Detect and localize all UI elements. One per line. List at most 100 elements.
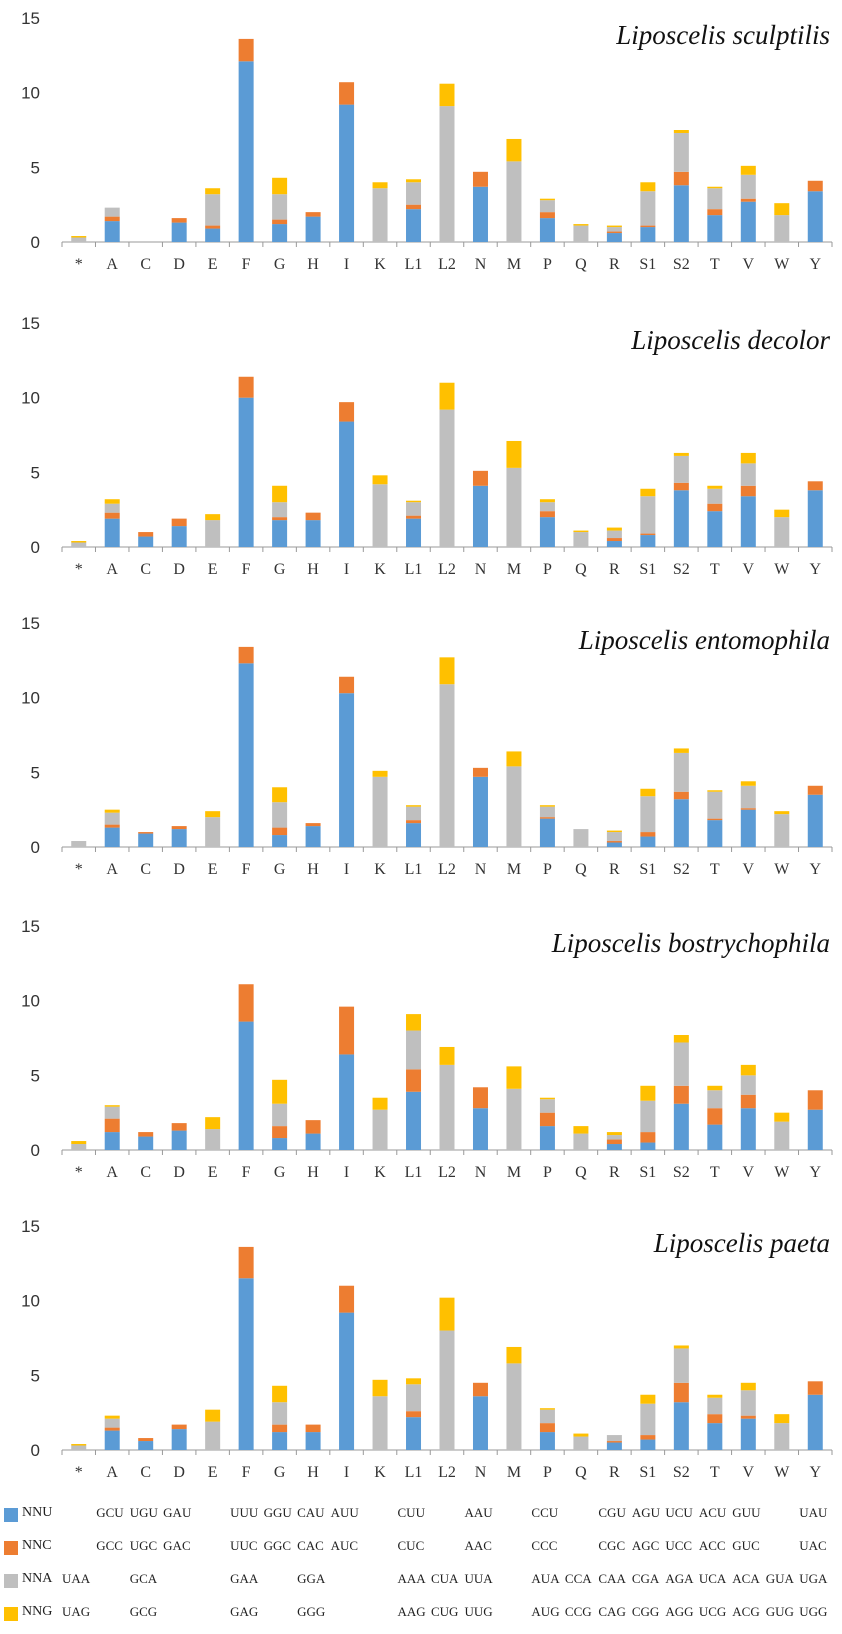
bar-nng xyxy=(573,1433,589,1437)
bar-nna xyxy=(774,215,790,242)
bar-nna xyxy=(205,194,221,226)
panel-title: Liposcelis paeta xyxy=(653,1228,830,1258)
bar-nnc xyxy=(104,824,120,828)
bar-nnc xyxy=(640,832,656,837)
bar-nnu xyxy=(707,1423,723,1450)
chart-panel-1: 0 5 10 15 * A C D E F G H I K L1 L2 N M P Q R S1 S2 T V W Y Liposce… xyxy=(21,9,833,273)
x-tick-label: G xyxy=(274,1164,286,1181)
panel-title: Liposcelis entomophila xyxy=(578,625,830,655)
legend-codon: UAC xyxy=(799,1538,827,1553)
bar-nng xyxy=(740,452,756,464)
bar-nnu xyxy=(740,809,756,847)
x-tick-label: G xyxy=(274,256,286,273)
bar-nnu xyxy=(539,218,555,242)
bar-nng xyxy=(104,499,120,504)
bar-nna xyxy=(406,806,422,821)
bar-nnc xyxy=(472,1087,488,1109)
bar-nnu xyxy=(807,1109,823,1150)
bar-nna xyxy=(740,1390,756,1416)
legend-codon: CGU xyxy=(598,1505,626,1520)
bar-nna xyxy=(740,463,756,486)
bar-nnu xyxy=(238,663,254,847)
bar-nng xyxy=(774,1112,790,1122)
bar-nna xyxy=(606,1435,622,1442)
legend-codon: AUC xyxy=(330,1538,359,1553)
x-tick-label: M xyxy=(507,256,521,273)
panel-title: Liposcelis bostrychophila xyxy=(551,928,830,958)
x-tick-label: I xyxy=(344,1464,349,1481)
bar-nna xyxy=(707,188,723,210)
bar-nnu xyxy=(138,536,154,547)
bar-nnc xyxy=(673,1085,689,1104)
bar-nng xyxy=(673,748,689,753)
bar-nnc xyxy=(606,231,622,234)
bar-nnu xyxy=(707,1124,723,1150)
bar-nnc xyxy=(673,171,689,186)
legend-codon: CAG xyxy=(598,1604,626,1619)
x-tick-label: S1 xyxy=(639,1164,656,1181)
bar-nna xyxy=(707,1090,723,1109)
bar-nnu xyxy=(640,1439,656,1450)
bar-nnu xyxy=(138,833,154,847)
bar-nng xyxy=(205,811,221,818)
legend-swatch-nng xyxy=(4,1607,18,1621)
x-tick-label: P xyxy=(543,861,552,878)
bar-nnu xyxy=(472,485,488,547)
bar-nna xyxy=(539,1099,555,1113)
bar-nnu xyxy=(272,1432,288,1450)
bar-nnc xyxy=(539,1423,555,1433)
bar-nna xyxy=(71,1144,87,1150)
y-tick-label: 0 xyxy=(31,1141,40,1160)
legend-codon: GAC xyxy=(163,1538,191,1553)
bar-nna xyxy=(439,1330,455,1450)
bar-nng xyxy=(406,500,422,503)
legend-row-nnc: NNC GCC UGC GAC UUC GGC CAC AUC CUC AAC CCC CGC AGC… xyxy=(0,1535,842,1559)
bar-nna xyxy=(606,227,622,232)
bar-nnc xyxy=(740,198,756,202)
bar-nnu xyxy=(339,1054,355,1150)
bar-nnu xyxy=(539,1126,555,1150)
x-tick-label: P xyxy=(543,256,552,273)
legend-codon: UCC xyxy=(665,1538,693,1553)
bar-nng xyxy=(640,788,656,797)
x-tick-label: V xyxy=(743,561,755,578)
x-tick-label: H xyxy=(307,1464,319,1481)
legend-codon: GAA xyxy=(230,1571,259,1586)
bar-nnu xyxy=(339,421,355,547)
bar-nnc xyxy=(640,533,656,536)
bar-nnu xyxy=(539,818,555,847)
bar-nng xyxy=(372,182,388,189)
x-tick-label: Q xyxy=(575,1164,587,1181)
legend-codon: AGU xyxy=(631,1505,661,1520)
bar-nnc xyxy=(406,204,422,210)
bar-nnc xyxy=(339,82,355,105)
x-tick-label: I xyxy=(344,861,349,878)
bar-nng xyxy=(406,1014,422,1031)
bar-nnu xyxy=(606,1442,622,1450)
legend-codon: GAU xyxy=(163,1505,192,1520)
bar-nnu xyxy=(640,227,656,242)
bar-nnu xyxy=(238,1021,254,1150)
y-tick-label: 15 xyxy=(21,917,40,936)
x-tick-label: Q xyxy=(575,1464,587,1481)
x-tick-label: D xyxy=(173,1164,185,1181)
bar-nnu xyxy=(673,185,689,242)
x-tick-label: F xyxy=(242,256,251,273)
bar-nng xyxy=(406,179,422,183)
x-tick-label: N xyxy=(475,861,487,878)
bar-nna xyxy=(506,1363,522,1450)
bar-nng xyxy=(640,1394,656,1404)
bar-nnu xyxy=(406,1091,422,1150)
x-tick-label: C xyxy=(140,861,151,878)
bar-nna xyxy=(539,502,555,512)
x-tick-label: R xyxy=(609,256,620,273)
bar-nnc xyxy=(406,1411,422,1418)
bar-nnc xyxy=(272,1424,288,1433)
legend-codon: GCU xyxy=(96,1505,124,1520)
bar-nnc xyxy=(406,820,422,824)
bar-nnc xyxy=(807,1381,823,1395)
bar-nng xyxy=(71,1444,87,1446)
bar-nnu xyxy=(539,517,555,547)
legend-codon: UAU xyxy=(799,1505,828,1520)
bar-nnc xyxy=(104,512,120,519)
